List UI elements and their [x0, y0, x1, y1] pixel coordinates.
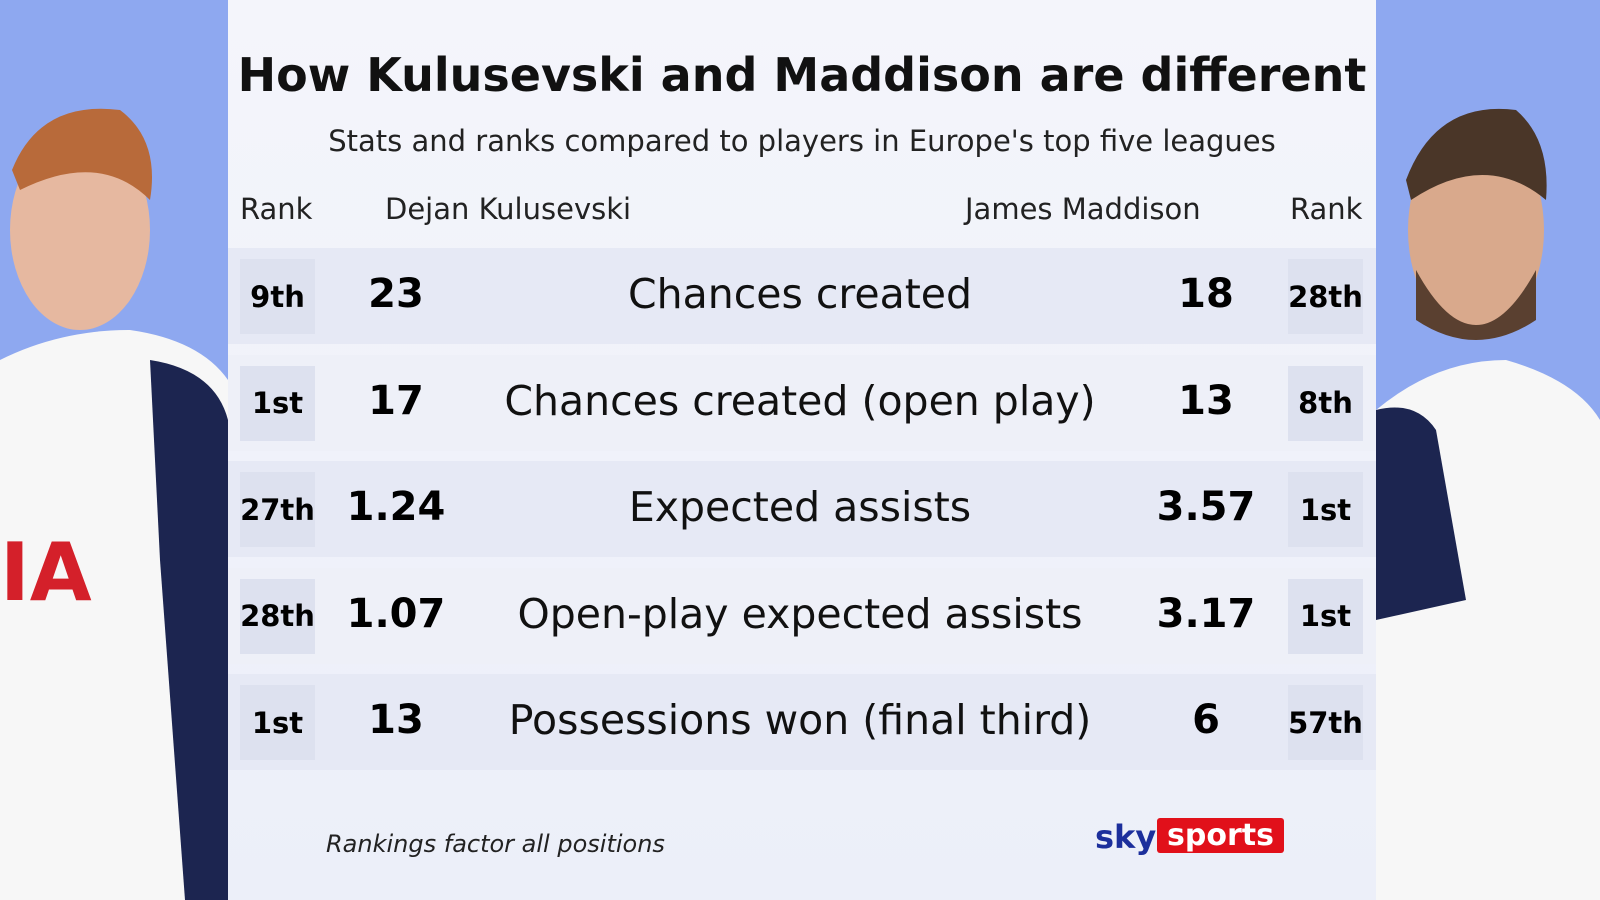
rank-right: 8th — [1288, 365, 1363, 441]
rank-left: 1st — [240, 365, 315, 441]
logo-sports: sports — [1157, 818, 1284, 853]
stat-label: Possessions won (final third) — [508, 696, 1092, 744]
rank-left: 27th — [240, 472, 315, 547]
player-photo-right — [1376, 0, 1600, 900]
rank-right: 57th — [1288, 685, 1363, 760]
column-header: Rank — [240, 192, 313, 226]
column-header: Dejan Kulusevski — [385, 192, 632, 226]
value-right: 13 — [1178, 377, 1234, 424]
player-photo-left: IA — [0, 0, 228, 900]
value-right: 3.57 — [1156, 484, 1256, 530]
value-right: 3.17 — [1156, 590, 1256, 637]
rank-left: 28th — [240, 578, 315, 654]
value-left: 1.07 — [346, 590, 446, 637]
rank-right: 1st — [1288, 578, 1363, 654]
column-header: James Maddison — [965, 192, 1201, 226]
value-right: 6 — [1192, 697, 1220, 743]
rank-left: 1st — [240, 685, 315, 760]
row-band — [228, 461, 1376, 557]
subtitle: Stats and ranks compared to players in E… — [328, 124, 1276, 158]
row-band — [228, 567, 1376, 664]
value-left: 1.24 — [346, 484, 446, 530]
row-band — [228, 248, 1376, 344]
stat-label: Expected assists — [628, 483, 972, 531]
value-left: 13 — [368, 697, 424, 743]
row-band — [228, 354, 1376, 451]
row-band — [228, 674, 1376, 770]
stat-label: Chances created (open play) — [504, 376, 1096, 425]
value-left: 17 — [368, 377, 424, 424]
footnote: Rankings factor all positions — [326, 830, 665, 858]
value-left: 23 — [368, 271, 424, 317]
logo-sky: sky — [1095, 818, 1157, 856]
title: How Kulusevski and Maddison are differen… — [237, 48, 1367, 102]
rank-left: 9th — [240, 259, 315, 334]
rank-right: 28th — [1288, 259, 1363, 334]
rank-right: 1st — [1288, 472, 1363, 547]
svg-text:IA: IA — [0, 526, 92, 619]
column-header: Rank — [1290, 192, 1363, 226]
stat-label: Open-play expected assists — [517, 589, 1083, 638]
stat-label: Chances created — [627, 270, 973, 318]
value-right: 18 — [1178, 271, 1234, 317]
